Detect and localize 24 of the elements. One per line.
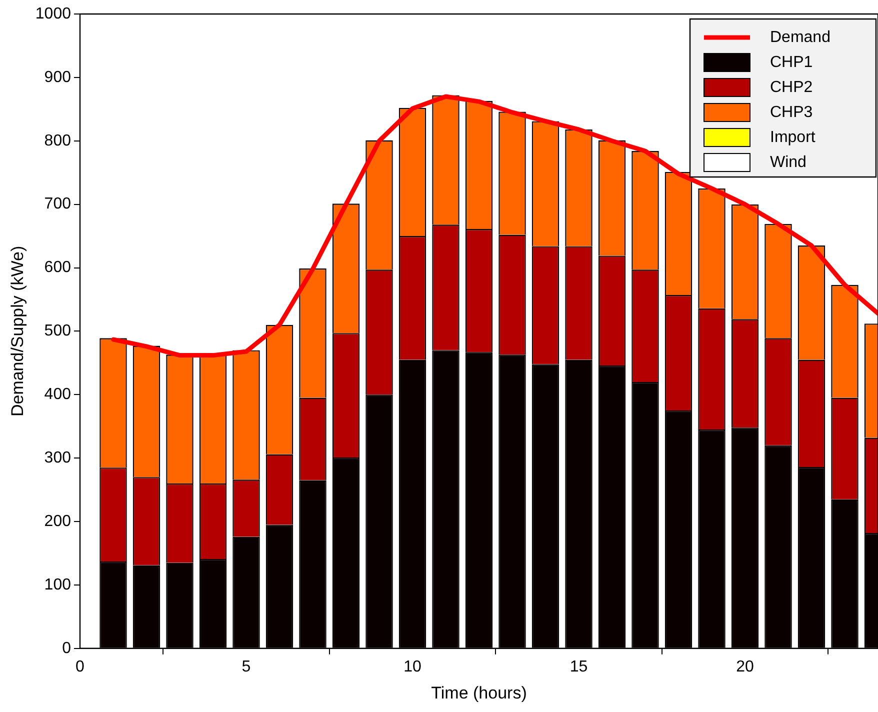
x-tick-label: 10 (404, 658, 422, 676)
x-tick-label: 0 (76, 658, 85, 676)
y-tick-label: 600 (44, 259, 72, 276)
legend-label: CHP1 (770, 54, 813, 71)
legend-label: CHP2 (770, 78, 813, 96)
y-axis-title: Demand/Supply (kWe) (8, 246, 27, 417)
y-tick-label: 500 (44, 322, 72, 340)
y-tick-label: 200 (44, 512, 72, 530)
y-tick-label: 300 (44, 449, 72, 466)
legend-label: Import (770, 128, 816, 146)
y-tick-label: 400 (44, 386, 72, 404)
y-tick-label: 900 (44, 68, 72, 86)
y-tick-label: 700 (44, 196, 72, 213)
x-tick-label: 15 (570, 658, 588, 676)
y-tick-label: 800 (44, 132, 72, 150)
legend-label: Wind (770, 154, 806, 171)
legend-label: CHP3 (770, 104, 813, 121)
y-tick-label: 1000 (35, 5, 72, 22)
x-tick-label: 20 (736, 658, 754, 676)
x-tick-label: 5 (242, 658, 251, 676)
legend-label: Demand (770, 28, 830, 46)
y-tick-label: 100 (44, 576, 72, 594)
x-axis-title: Time (hours) (431, 683, 527, 702)
y-tick-label: 0 (62, 640, 72, 657)
